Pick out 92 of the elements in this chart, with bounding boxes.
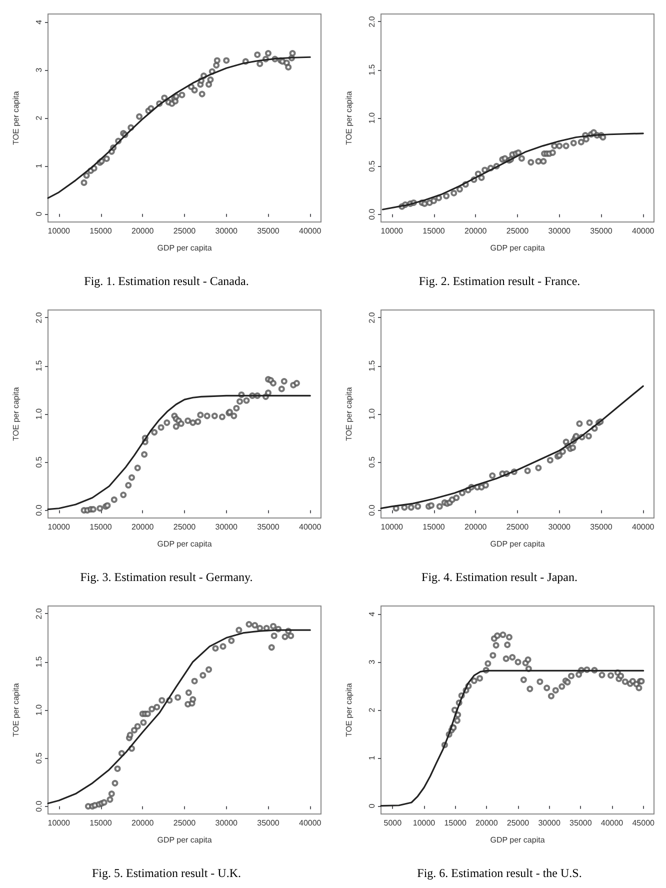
x-tick-label: 10000: [48, 226, 71, 236]
x-tick-label: 10000: [380, 522, 404, 532]
y-tick-label: 1.5: [368, 64, 376, 76]
y-tick-label: 4: [34, 19, 44, 24]
x-axis-title: GDP per capita: [490, 244, 546, 252]
x-tick-label: 25000: [173, 226, 196, 236]
y-tick-label: 0.0: [34, 800, 44, 812]
y-tick-label: 1: [34, 163, 44, 168]
y-tick-label: 0.0: [368, 208, 376, 220]
text: Fig. 2. Estimation result - France.: [418, 274, 580, 288]
y-tick-label: 0.5: [34, 456, 44, 468]
y-tick-label: 3: [368, 659, 376, 664]
x-tick-label: 5000: [384, 818, 402, 828]
x-tick-label: 40000: [298, 818, 322, 828]
x-axis-title: GDP per capita: [157, 244, 212, 252]
x-tick-label: 40000: [600, 818, 624, 828]
y-tick-label: 1.5: [34, 656, 44, 668]
x-tick-label: 20000: [464, 522, 488, 532]
y-tick-label: 2.0: [368, 16, 376, 28]
x-tick-label: 10000: [412, 818, 436, 828]
x-tick-label: 15000: [90, 522, 112, 532]
x-tick-label: 30000: [548, 226, 572, 236]
x-tick-label: 20000: [132, 226, 154, 236]
y-tick-label: 0: [368, 803, 376, 808]
y-tick-label: 1.0: [34, 704, 44, 716]
y-tick-label: 1.5: [368, 360, 376, 372]
y-tick-label: 2.0: [34, 608, 44, 620]
y-tick-label: 0: [34, 211, 44, 216]
y-tick-label: 4: [368, 611, 376, 616]
x-tick-label: 15000: [90, 818, 112, 828]
y-axis-title: TOE per capita: [12, 386, 20, 441]
y-tick-label: 0.0: [34, 504, 44, 516]
x-tick-label: 35000: [257, 818, 280, 828]
y-tick-label: 2.0: [368, 312, 376, 324]
y-tick-label: 2: [34, 115, 44, 120]
x-tick-label: 45000: [632, 818, 656, 828]
x-tick-label: 30000: [548, 522, 572, 532]
x-tick-label: 20000: [464, 226, 488, 236]
x-tick-label: 25000: [506, 818, 530, 828]
x-tick-label: 40000: [632, 522, 655, 532]
text: Fig. 5. Estimation result - U.K.: [92, 866, 241, 880]
x-tick-label: 25000: [506, 522, 530, 532]
y-axis-title: TOE per capita: [12, 90, 20, 145]
y-tick-label: 1.0: [34, 408, 44, 420]
x-tick-label: 35000: [590, 226, 613, 236]
text: Fig. 3. Estimation result - Germany.: [80, 570, 253, 584]
x-tick-label: 30000: [215, 522, 238, 532]
y-axis-title: TOE per capita: [344, 386, 354, 441]
x-tick-label: 10000: [380, 226, 404, 236]
x-tick-label: 35000: [570, 818, 592, 828]
y-tick-label: 3: [34, 67, 44, 72]
x-axis-title: GDP per capita: [157, 540, 212, 548]
x-axis-title: GDP per capita: [490, 836, 546, 844]
x-tick-label: 10000: [48, 818, 71, 828]
text: Fig. 6. Estimation result - the U.S.: [417, 866, 582, 880]
x-tick-label: 15000: [444, 818, 467, 828]
y-tick-label: 0.0: [368, 504, 376, 516]
y-axis-title: TOE per capita: [344, 90, 354, 145]
x-tick-label: 30000: [215, 226, 238, 236]
x-tick-label: 40000: [298, 522, 322, 532]
y-tick-label: 1.5: [34, 360, 44, 372]
y-tick-label: 1.0: [368, 112, 376, 124]
x-tick-label: 25000: [173, 522, 196, 532]
x-tick-label: 35000: [257, 522, 280, 532]
x-tick-label: 20000: [476, 818, 498, 828]
x-tick-label: 40000: [298, 226, 322, 236]
x-axis-title: GDP per capita: [490, 540, 546, 548]
y-axis-title: TOE per capita: [12, 682, 20, 737]
text: Fig. 1. Estimation result - Canada.: [84, 274, 249, 288]
x-tick-label: 15000: [422, 522, 446, 532]
y-tick-label: 0.5: [368, 456, 376, 468]
x-tick-label: 20000: [132, 522, 154, 532]
x-tick-label: 15000: [90, 226, 112, 236]
x-tick-label: 35000: [590, 522, 613, 532]
y-tick-label: 2: [368, 707, 376, 712]
x-tick-label: 20000: [132, 818, 154, 828]
y-tick-label: 0.5: [368, 160, 376, 172]
y-tick-label: 2.0: [34, 312, 44, 324]
y-tick-label: 0.5: [34, 752, 44, 764]
x-tick-label: 25000: [506, 226, 530, 236]
y-tick-label: 1.0: [368, 408, 376, 420]
x-tick-label: 35000: [257, 226, 280, 236]
x-tick-label: 25000: [173, 818, 196, 828]
x-axis-title: GDP per capita: [157, 836, 212, 844]
y-tick-label: 1: [368, 755, 376, 760]
text: Fig. 4. Estimation result - Japan.: [422, 570, 578, 584]
x-tick-label: 30000: [538, 818, 562, 828]
x-tick-label: 30000: [215, 818, 238, 828]
x-tick-label: 15000: [422, 226, 446, 236]
x-tick-label: 10000: [48, 522, 71, 532]
x-tick-label: 40000: [632, 226, 655, 236]
y-axis-title: TOE per capita: [344, 682, 354, 737]
